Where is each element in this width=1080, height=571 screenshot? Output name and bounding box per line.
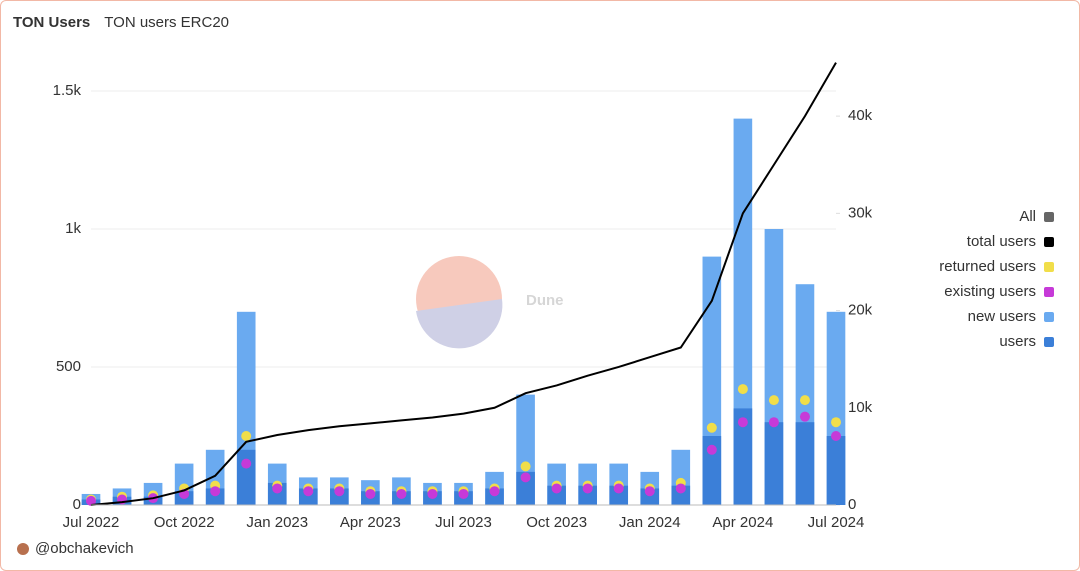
- dot: [489, 486, 500, 497]
- dot: [551, 483, 562, 494]
- y-tick-label: 500: [56, 358, 81, 375]
- y-tick-label: 0: [73, 496, 81, 513]
- watermark: Dune: [526, 292, 564, 309]
- avatar: [17, 543, 29, 555]
- x-tick-label: Jan 2024: [619, 514, 681, 531]
- legend-swatch: [1044, 212, 1054, 222]
- bar: [236, 449, 256, 505]
- legend-label: existing users: [944, 283, 1036, 300]
- y2-tick-label: 20k: [848, 302, 873, 319]
- x-tick-label: Jul 2022: [63, 514, 120, 531]
- dot: [427, 488, 438, 499]
- y-tick-label: 1.5k: [53, 82, 82, 99]
- bar: [609, 485, 629, 505]
- line: [90, 62, 837, 506]
- dot: [303, 486, 314, 497]
- dot: [210, 486, 221, 497]
- dot: [86, 495, 96, 506]
- legend-swatch: [1044, 237, 1054, 247]
- x-tick-label: Jul 2023: [435, 514, 492, 531]
- dot: [831, 431, 841, 442]
- dot: [334, 486, 345, 497]
- bar: [764, 422, 784, 505]
- x-tick-label: Oct 2022: [154, 514, 215, 531]
- dot: [520, 461, 531, 472]
- dot: [613, 483, 624, 494]
- bar: [516, 471, 535, 505]
- logo-bottom: [416, 299, 503, 349]
- legend-label: users: [999, 333, 1036, 350]
- legend-label: new users: [968, 308, 1036, 325]
- dot: [582, 483, 593, 494]
- x-tick-label: Apr 2024: [712, 514, 773, 531]
- legend-swatch: [1044, 262, 1054, 272]
- dot: [241, 431, 252, 442]
- dot: [706, 422, 717, 433]
- dot: [365, 488, 376, 499]
- dot: [458, 488, 469, 499]
- x-tick-label: Jan 2023: [246, 514, 308, 531]
- y2-tick-label: 30k: [848, 204, 873, 221]
- dot: [799, 411, 810, 422]
- legend-label: returned users: [939, 258, 1036, 275]
- bar: [547, 485, 566, 505]
- dot: [396, 488, 407, 499]
- dot: [768, 395, 779, 406]
- legend-swatch: [1044, 287, 1054, 297]
- dot: [737, 384, 748, 395]
- dot: [241, 458, 252, 469]
- x-tick-label: Apr 2023: [340, 514, 401, 531]
- dot: [799, 395, 810, 406]
- credit: @obchakevich: [35, 540, 134, 557]
- bar: [671, 485, 691, 505]
- dot: [520, 472, 531, 483]
- legend-toggle[interactable]: All: [1019, 208, 1036, 225]
- legend-swatch: [1044, 312, 1054, 322]
- dot: [737, 417, 748, 428]
- dot: [675, 483, 686, 494]
- bar: [795, 422, 815, 505]
- legend-swatch: [1044, 337, 1054, 347]
- y2-tick-label: 10k: [848, 399, 873, 416]
- y2-tick-label: 40k: [848, 107, 873, 124]
- y-tick-label: 1k: [65, 220, 81, 237]
- chart-title: TON Users: [13, 14, 90, 31]
- dot: [706, 444, 717, 455]
- x-tick-label: Oct 2023: [526, 514, 587, 531]
- bar: [826, 436, 846, 505]
- legend-label: total users: [967, 233, 1036, 250]
- chart-subtitle: TON users ERC20: [104, 14, 229, 31]
- bar: [733, 408, 753, 505]
- bar: [702, 436, 722, 505]
- x-tick-label: Jul 2024: [808, 514, 865, 531]
- dot: [831, 417, 841, 428]
- y2-tick-label: 0: [848, 496, 856, 513]
- dot: [768, 417, 779, 428]
- bar: [578, 485, 597, 505]
- dot: [644, 486, 655, 497]
- dot: [272, 483, 283, 494]
